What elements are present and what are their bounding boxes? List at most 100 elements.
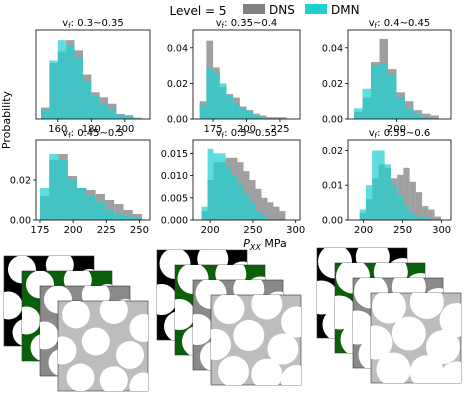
x-tick-label: 200 (64, 225, 83, 236)
dns-bar (403, 167, 410, 220)
rve-layer (210, 294, 302, 386)
dns-bar (422, 206, 429, 220)
rve-fiber (251, 358, 283, 385)
histogram-panel: 200 250 300 0.000 0.005 0.010 0.015 vf: 0.5~0.5… (161, 128, 305, 236)
dmn-bar (372, 150, 379, 220)
rve-fiber (353, 310, 375, 345)
rve-fiber (335, 295, 357, 330)
y-tick-label: 0.015 (161, 149, 188, 160)
dmn-bar (362, 88, 372, 119)
rve-fiber (376, 352, 411, 383)
dmn-bar (108, 108, 117, 119)
dmn-bar (403, 206, 410, 220)
legend-swatch-dns (243, 4, 265, 14)
dmn-bar (114, 214, 124, 220)
dns-bar (428, 209, 435, 220)
dns-bar (279, 211, 286, 220)
dmn-bar (99, 103, 109, 119)
x-tick-label: 180 (82, 124, 101, 135)
x-tick-label: 250 (130, 225, 149, 236)
x-tick-label: 225 (270, 124, 289, 135)
y-tick-label: 0.00 (322, 216, 343, 227)
rve-fiber (99, 366, 128, 391)
y-tick-label: 0.00 (10, 216, 31, 227)
x-tick-label: 200 (237, 124, 256, 135)
dmn-bar (39, 188, 50, 220)
dns-bar (261, 197, 268, 220)
x-tick-label: 300 (432, 225, 451, 236)
histogram-panel: 175 200 225 250 0.00 0.02 vf: 0.45~0.5 (10, 128, 151, 236)
dmn-bar (41, 110, 50, 119)
y-tick-label: 0.01 (322, 181, 343, 192)
y-tick-label: 0.000 (161, 216, 188, 227)
x-tick-label: 160 (48, 124, 67, 135)
dns-bar (273, 117, 280, 119)
dmn-bar (243, 193, 250, 220)
y-tick-label: 0.04 (322, 43, 343, 54)
panel-title: vf: 0.3~0.35 (62, 18, 124, 30)
y-tick-label: 0.02 (10, 176, 31, 187)
dmn-bar (261, 215, 268, 220)
dmn-bar (390, 185, 398, 220)
rve-fiber (439, 303, 461, 337)
dmn-bar (397, 195, 404, 220)
histogram-panel: 200 250 300 0.00 0.01 0.02 vf: 0.55~0.6 (322, 128, 452, 236)
rve-fiber (213, 295, 245, 324)
dmn-bar (396, 97, 405, 119)
dmn-bar (384, 164, 391, 220)
dmn-bar (201, 206, 208, 220)
dmn-bar (387, 74, 397, 119)
dmn-bar (67, 180, 78, 220)
level-label: Level = 5 (170, 4, 227, 18)
y-tick-label: 0.005 (161, 193, 188, 204)
rve-fiber (157, 284, 177, 315)
axes-frame (347, 29, 452, 120)
y-tick-label: 0.04 (167, 43, 188, 54)
rve-fiber (66, 363, 95, 391)
x-tick-label: 200 (387, 124, 406, 135)
dns-bar (133, 117, 142, 119)
x-tick-label: 200 (115, 124, 134, 135)
dmn-bar (249, 202, 256, 220)
rve-fiber (281, 365, 301, 385)
rve-stack (3, 255, 149, 392)
x-tick-label: 250 (243, 225, 262, 236)
dmn-bar (421, 117, 431, 119)
figure-header: Level = 5 DNS DMN (170, 3, 360, 18)
dmn-bar (77, 188, 87, 220)
dmn-bar (49, 60, 58, 119)
x-tick-label: 175 (204, 124, 223, 135)
rve-fiber (281, 306, 301, 338)
dmn-bar (57, 40, 67, 119)
dmn-bar (422, 216, 429, 220)
dns-bar (415, 192, 423, 220)
histogram-grid: 160 180 200 vf: 0.3~0.35 175 200 225 0.00 0.02 0.… (10, 18, 452, 236)
rve-fiber (409, 293, 444, 319)
dmn-bar (95, 202, 105, 220)
rve-stacks (3, 247, 462, 392)
y-tick-label: 0.00 (167, 115, 188, 126)
panel-title: vf: 0.45~0.5 (62, 128, 124, 140)
dmn-bar (365, 185, 373, 220)
x-axis-label: PXX MPa (243, 237, 286, 252)
rve-fiber (81, 327, 110, 356)
rve-fiber (129, 372, 148, 391)
rve-fiber (193, 314, 213, 345)
dmn-bar (132, 218, 143, 220)
dns-bar (266, 117, 274, 119)
legend-label-dns: DNS (269, 3, 295, 17)
dmn-bar (226, 95, 234, 119)
histogram-panel: 160 180 200 vf: 0.3~0.35 (35, 18, 151, 135)
dmn-bar (206, 67, 214, 119)
dmn-bar (409, 213, 416, 220)
x-tick-label: 225 (97, 225, 116, 236)
dns-bar (114, 204, 124, 220)
dmn-bar (246, 111, 254, 119)
dmn-bar (82, 80, 92, 119)
dns-bar (409, 181, 416, 220)
rve-fiber (409, 355, 444, 383)
y-tick-label: 0.010 (161, 171, 188, 182)
dmn-bar (213, 153, 220, 220)
dmn-bar (255, 211, 262, 220)
